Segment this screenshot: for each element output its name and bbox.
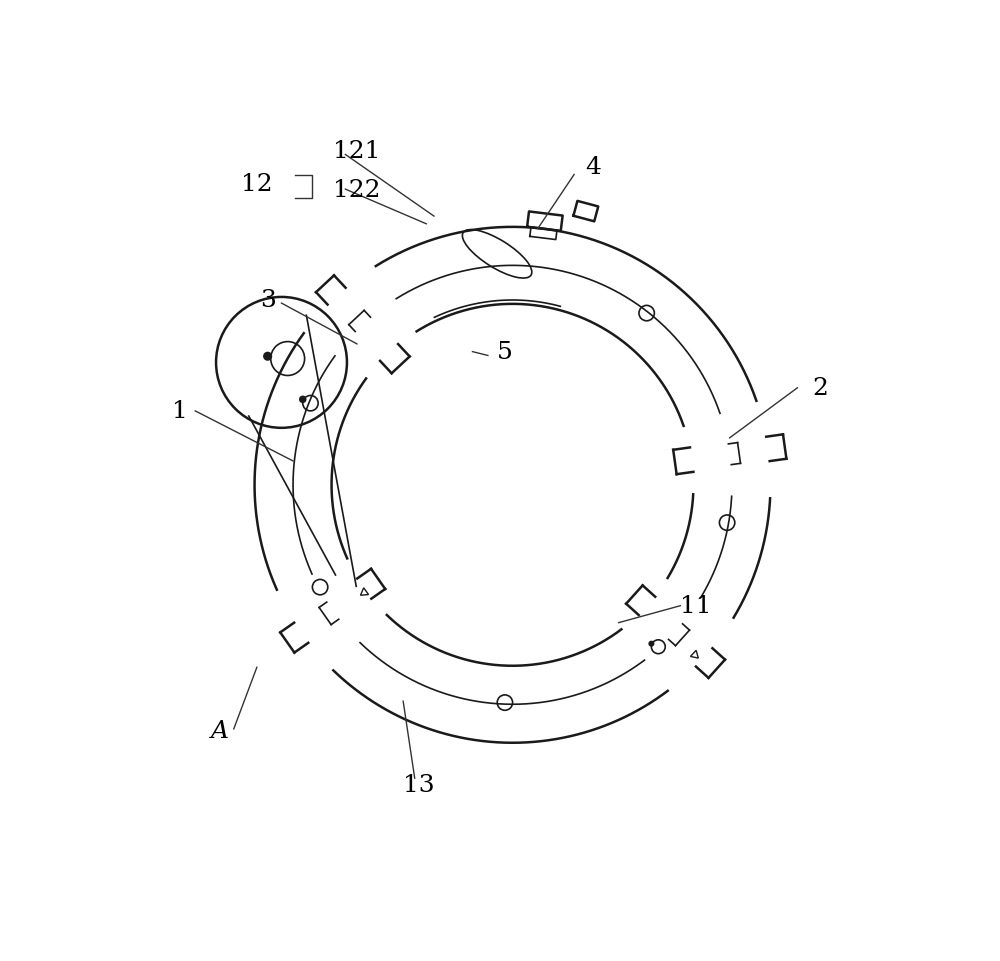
Text: A: A [211, 719, 229, 742]
Text: 1: 1 [172, 400, 188, 423]
Text: 121: 121 [333, 140, 381, 163]
Circle shape [264, 353, 271, 360]
Text: 12: 12 [241, 173, 273, 196]
Text: 2: 2 [813, 377, 828, 400]
Circle shape [300, 397, 306, 403]
Text: 122: 122 [333, 179, 381, 202]
Text: 3: 3 [260, 288, 276, 311]
Text: 13: 13 [403, 773, 434, 796]
Text: 5: 5 [497, 341, 513, 363]
Text: 4: 4 [585, 156, 601, 179]
Circle shape [649, 642, 654, 647]
Text: 11: 11 [680, 595, 712, 618]
